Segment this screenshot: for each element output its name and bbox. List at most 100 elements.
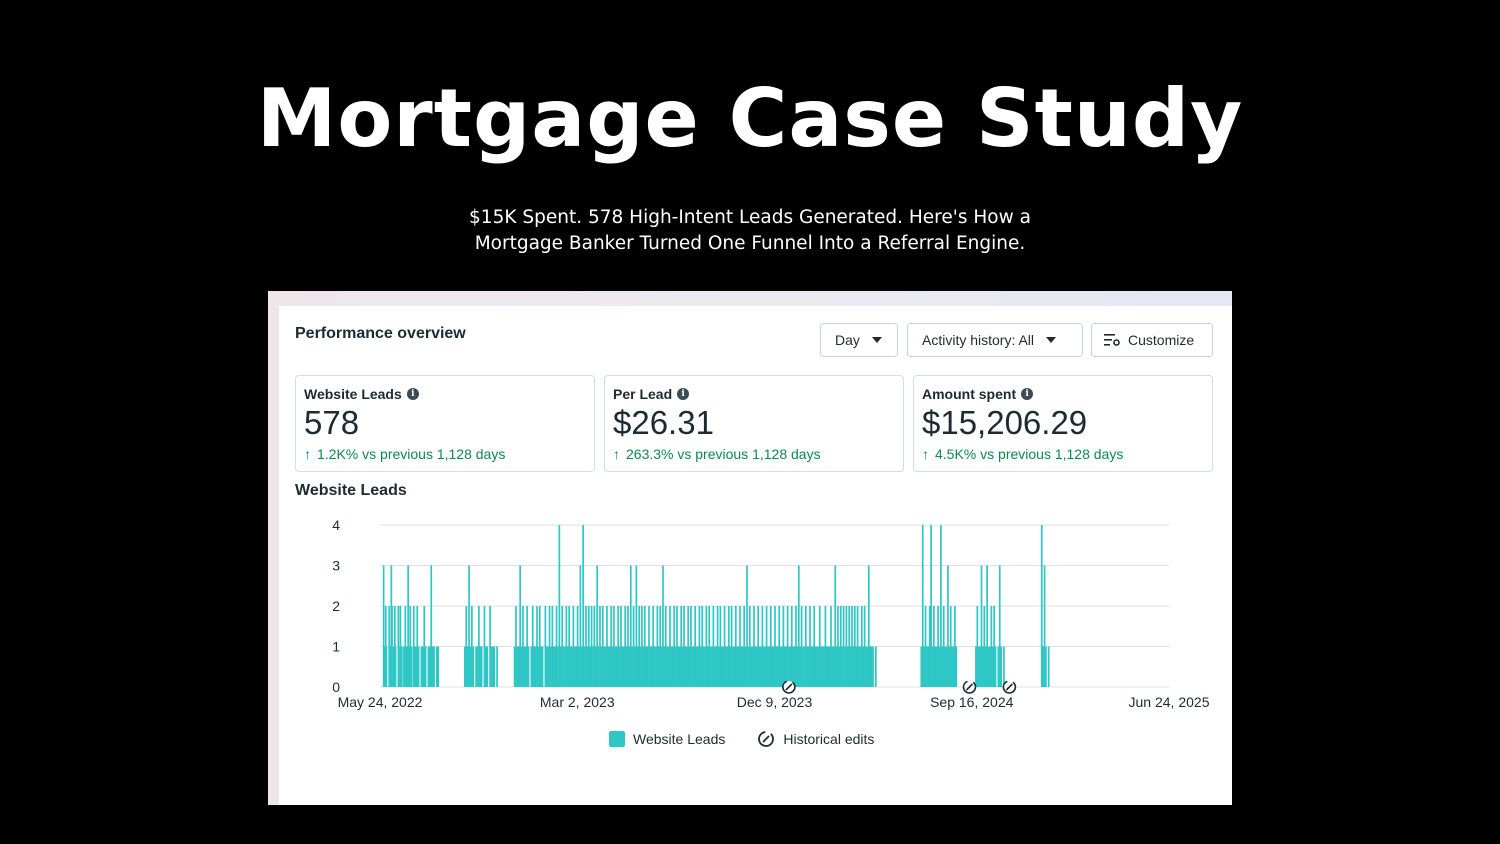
chart-bar bbox=[860, 606, 863, 687]
chart-bar bbox=[934, 646, 937, 687]
chart-bar bbox=[928, 606, 931, 687]
chart-bar bbox=[606, 606, 608, 687]
historical-edit-slash bbox=[965, 683, 974, 691]
chart-bar bbox=[596, 565, 599, 687]
chart-bar bbox=[994, 646, 997, 687]
legend-item-website-leads[interactable]: Website Leads bbox=[609, 731, 725, 747]
customize-button[interactable]: Customize bbox=[1091, 323, 1213, 357]
chart-bar bbox=[471, 606, 473, 687]
chart-bar bbox=[838, 646, 841, 687]
chart-bar bbox=[827, 646, 830, 687]
chart-historical-edits bbox=[782, 680, 1017, 694]
chart-bar bbox=[849, 646, 852, 687]
metric-card-delta: ↑ 263.3% vs previous 1,128 days bbox=[613, 446, 821, 462]
chart-bar bbox=[410, 646, 413, 687]
customize-icon bbox=[1104, 334, 1120, 346]
info-icon[interactable]: i bbox=[1021, 388, 1034, 400]
chart-bar bbox=[772, 646, 775, 687]
chart-bar bbox=[624, 606, 627, 687]
chart-bar bbox=[516, 646, 519, 687]
chart-bar bbox=[629, 565, 632, 687]
chart-bar bbox=[949, 606, 952, 687]
chart-bar bbox=[924, 606, 927, 687]
chart-x-tick-label: Mar 2, 2023 bbox=[540, 694, 615, 710]
chart-bar bbox=[594, 646, 597, 687]
chart-y-tick-label: 4 bbox=[332, 517, 340, 533]
chart-bar bbox=[405, 646, 408, 687]
metric-card-website-leads[interactable]: Website Leads i 578 ↑ 1.2K% vs previous 1… bbox=[295, 375, 595, 472]
historical-edit-marker bbox=[782, 680, 796, 694]
chart-bar bbox=[720, 646, 723, 687]
chart-bar bbox=[867, 565, 870, 687]
chart-bar bbox=[997, 646, 1000, 687]
chart-bar bbox=[597, 646, 600, 687]
chart-bar bbox=[803, 646, 806, 687]
chart-bar bbox=[698, 606, 701, 687]
chart-bar bbox=[863, 606, 866, 687]
chart-bar bbox=[618, 646, 621, 687]
chart-bar bbox=[550, 646, 552, 687]
chart-bar bbox=[601, 606, 604, 687]
chart-bar bbox=[855, 646, 858, 687]
chart-bar bbox=[657, 646, 660, 687]
chart-bar bbox=[681, 646, 684, 687]
chart-bar bbox=[701, 606, 704, 687]
historical-edit-icon bbox=[758, 731, 775, 747]
chart-bar bbox=[726, 646, 729, 687]
metric-card-per-lead[interactable]: Per Lead i $26.31 ↑ 263.3% vs previous 1,… bbox=[604, 375, 904, 472]
chart-bar bbox=[767, 646, 769, 687]
chart-legend: Website Leads Historical edits bbox=[609, 730, 906, 748]
chart-bar bbox=[706, 646, 709, 687]
chart-bar bbox=[842, 606, 845, 687]
chart-bar bbox=[492, 646, 494, 687]
chart-bar bbox=[422, 646, 424, 687]
chart-bar bbox=[771, 646, 774, 687]
chart-bar bbox=[754, 646, 757, 687]
chart-bar bbox=[809, 606, 811, 687]
chart-bar bbox=[648, 606, 650, 687]
info-icon[interactable]: i bbox=[406, 388, 419, 400]
chart-bar bbox=[818, 606, 821, 687]
chart-bar bbox=[650, 646, 653, 687]
metric-card-value: $26.31 bbox=[613, 404, 714, 441]
metric-card-amount-spent[interactable]: Amount spent i $15,206.29 ↑ 4.5K% vs prev… bbox=[913, 375, 1213, 472]
info-icon[interactable]: i bbox=[677, 388, 690, 400]
chart-bar bbox=[592, 646, 594, 687]
chart-bar bbox=[617, 606, 620, 687]
chart-bar bbox=[748, 606, 751, 687]
chart-bar bbox=[608, 646, 611, 687]
chart-bar bbox=[1043, 565, 1046, 687]
chart-bar bbox=[575, 646, 578, 687]
chart-bar bbox=[739, 606, 741, 687]
chart-bar bbox=[646, 646, 649, 687]
chart-bar bbox=[986, 565, 988, 687]
chart-y-tick-label: 0 bbox=[332, 679, 340, 695]
chart-bar bbox=[437, 646, 440, 687]
chart-bars bbox=[382, 525, 1050, 687]
chart-bar bbox=[522, 606, 524, 687]
chart-bar bbox=[804, 606, 807, 687]
activity-history-dropdown[interactable]: Activity history: All bbox=[907, 323, 1083, 357]
chart-bar bbox=[523, 646, 526, 687]
chart-bar bbox=[433, 646, 435, 687]
website-leads-chart[interactable]: 0 1 2 3 4 May 24, 2022 Mar 2, 2023 Dec 9, 2023… bbox=[279, 306, 1232, 726]
chart-bar bbox=[669, 606, 671, 687]
chart-bar bbox=[993, 606, 995, 687]
legend-item-historical-edits[interactable]: Historical edits bbox=[757, 730, 874, 748]
chart-bar bbox=[797, 565, 800, 687]
chart-bar bbox=[558, 525, 561, 687]
chart-bar bbox=[952, 646, 955, 687]
chart-bar bbox=[627, 606, 629, 687]
chart-bar bbox=[760, 646, 762, 687]
chart-y-tick-label: 3 bbox=[332, 558, 340, 574]
chart-y-tick-label: 1 bbox=[332, 639, 340, 655]
chart-bar bbox=[383, 646, 386, 687]
chart-bar bbox=[695, 646, 698, 687]
chart-bar bbox=[926, 646, 928, 687]
chart-bar bbox=[639, 646, 642, 687]
chart-bar bbox=[945, 646, 948, 687]
chart-bar bbox=[670, 646, 673, 687]
chart-bar bbox=[746, 565, 748, 687]
chart-bar bbox=[666, 646, 669, 687]
day-dropdown[interactable]: Day bbox=[820, 323, 898, 357]
